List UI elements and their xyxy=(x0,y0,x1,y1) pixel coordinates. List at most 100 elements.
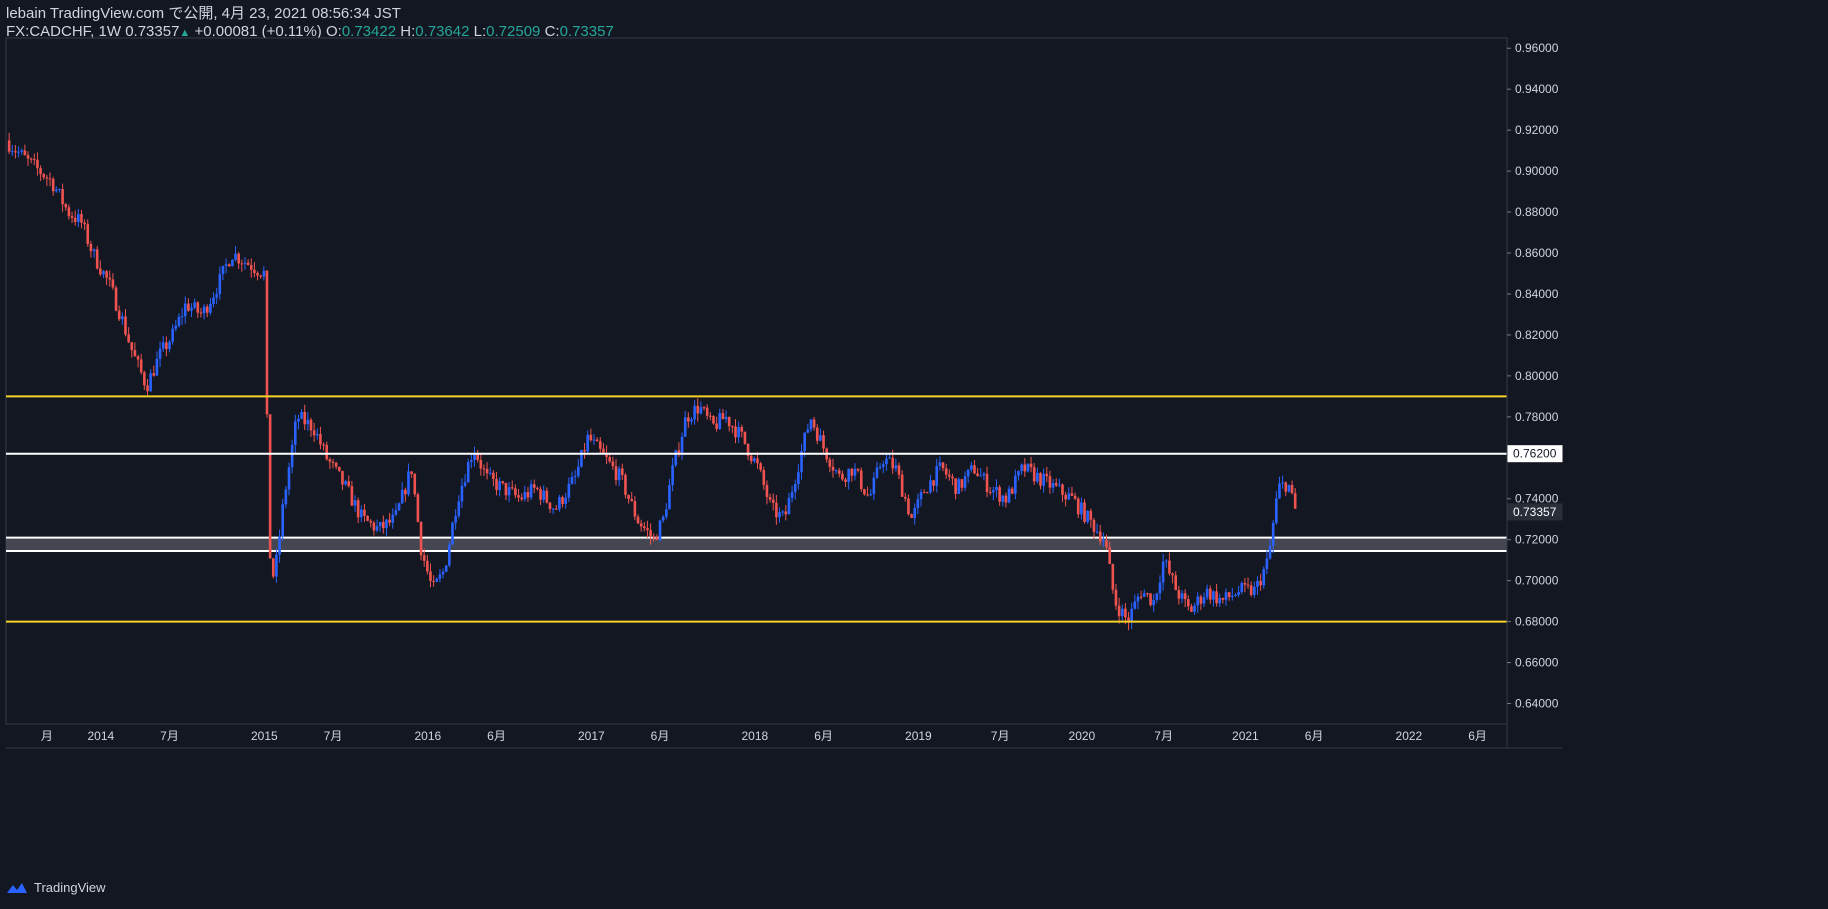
candle-body xyxy=(1168,560,1171,574)
candle-body xyxy=(828,459,832,467)
candle-body xyxy=(881,464,885,467)
candle-body xyxy=(482,468,486,470)
candle-body xyxy=(259,275,262,277)
candle-body xyxy=(303,411,307,425)
candle-body xyxy=(36,159,39,169)
candle-body xyxy=(668,485,671,510)
candle-body xyxy=(690,419,693,422)
time-tick-label: 7月 xyxy=(991,729,1010,743)
candle-body xyxy=(510,487,514,489)
candle-body xyxy=(523,492,527,500)
candle-body xyxy=(863,489,866,495)
candle-body xyxy=(121,316,124,320)
price-tick-label: 0.68000 xyxy=(1515,615,1559,629)
candle-body xyxy=(944,468,948,475)
candle-body xyxy=(498,481,501,490)
candle-body xyxy=(1155,593,1159,600)
candle-body xyxy=(951,476,954,479)
time-axis[interactable]: 月 2014 7月 2015 7月 2016 6月 2017 6月 2018 6月 2019 7月 202… xyxy=(41,729,1487,743)
candle-body xyxy=(369,520,373,523)
candle-body xyxy=(284,489,288,505)
price-tick-label: 0.84000 xyxy=(1515,287,1559,301)
candle-body xyxy=(869,494,873,496)
candle-body xyxy=(99,268,102,275)
candle-body xyxy=(768,497,772,500)
candle-body xyxy=(617,468,621,481)
candle-body xyxy=(136,356,140,360)
candle-body xyxy=(734,426,737,438)
candle-body xyxy=(306,419,310,425)
candle-body xyxy=(7,140,11,152)
candle-body xyxy=(155,358,159,376)
candle-body xyxy=(416,494,420,522)
candle-body xyxy=(589,434,593,441)
candle-body xyxy=(1190,606,1193,612)
price-tick-label: 0.92000 xyxy=(1515,123,1559,137)
candle-body xyxy=(822,435,825,449)
price-axis[interactable]: 0.96000 0.94000 0.92000 0.90000 0.88000 0.860… xyxy=(1506,38,1563,748)
candle-body xyxy=(922,492,926,494)
candle-body xyxy=(687,417,690,422)
candle-body xyxy=(781,511,784,513)
candle-body xyxy=(963,476,967,488)
candle-body xyxy=(819,435,822,441)
candle-body xyxy=(709,415,712,417)
candle-body xyxy=(139,359,143,373)
candle-body xyxy=(529,484,533,498)
candle-body xyxy=(715,423,718,429)
candle-body xyxy=(1293,493,1297,509)
candle-body xyxy=(278,536,281,555)
candle-body xyxy=(1102,540,1105,542)
candle-body xyxy=(426,560,429,572)
candle-body xyxy=(382,521,385,529)
candle-body xyxy=(1180,593,1184,599)
time-tick-label: 2014 xyxy=(87,729,114,743)
candle-body xyxy=(620,468,624,475)
candle-body xyxy=(809,419,813,430)
chart-header: lebain TradingView.com で公開, 4月 23, 2021 … xyxy=(6,5,614,41)
time-tick-label: 2016 xyxy=(414,729,441,743)
candle-body xyxy=(202,306,206,314)
candle-body xyxy=(545,490,549,503)
candle-body xyxy=(1174,575,1178,590)
candle-body xyxy=(488,472,492,474)
candle-body xyxy=(718,413,722,429)
candle-body xyxy=(1290,484,1294,494)
chart-frame xyxy=(5,37,1562,749)
time-tick-label: 2022 xyxy=(1396,729,1423,743)
candle-body xyxy=(158,348,162,359)
candle-body xyxy=(432,580,435,582)
candle-body xyxy=(583,450,586,452)
candle-body xyxy=(841,473,844,480)
candle-body xyxy=(771,499,775,503)
candle-body xyxy=(1142,593,1146,597)
candle-body xyxy=(847,468,850,482)
candle-body xyxy=(227,264,231,267)
price-label-box xyxy=(1507,445,1563,463)
support-zone xyxy=(6,536,1507,552)
candle-body xyxy=(573,475,577,477)
candle-body xyxy=(1208,588,1212,600)
candle-body xyxy=(1177,589,1181,599)
candle-body xyxy=(1080,502,1083,515)
candle-body xyxy=(1067,493,1071,500)
candle-body xyxy=(875,467,879,478)
candle-body xyxy=(693,405,696,420)
candle-body xyxy=(633,501,637,517)
candle-body xyxy=(410,471,413,475)
candle-body xyxy=(161,342,165,349)
candle-body xyxy=(658,520,662,540)
candle-body xyxy=(1224,592,1228,600)
close-value: 0.73357 xyxy=(559,23,614,40)
candle-body xyxy=(891,457,895,469)
candle-body xyxy=(1231,595,1234,597)
candle-body xyxy=(322,444,325,446)
candle-body xyxy=(853,468,857,476)
candle-body xyxy=(724,416,728,420)
change-value: +0.00081 (+0.11%) xyxy=(194,23,322,40)
candle-body xyxy=(1010,488,1014,494)
candle-body xyxy=(1256,580,1259,587)
candle-body xyxy=(262,270,266,277)
candle-body xyxy=(1193,605,1196,612)
